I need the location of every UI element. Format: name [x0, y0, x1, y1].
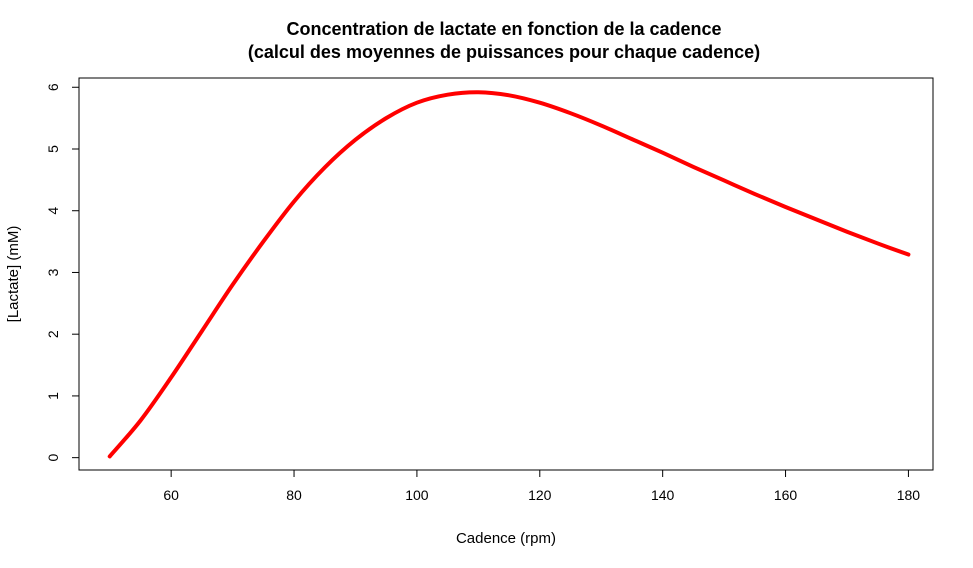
x-tick-label: 160	[774, 487, 798, 503]
x-tick-label: 180	[897, 487, 921, 503]
y-tick-label: 1	[45, 392, 61, 400]
y-tick-label: 6	[45, 83, 61, 91]
y-tick-label: 0	[45, 454, 61, 462]
x-tick-label: 80	[286, 487, 302, 503]
x-axis: 60 80 100 120 140 160 180	[163, 469, 921, 503]
plot-frame	[78, 77, 934, 471]
x-tick-label: 120	[528, 487, 552, 503]
x-tick-label: 60	[163, 487, 179, 503]
chart-title-line-2: (calcul des moyennes de puissances pour …	[248, 42, 760, 62]
series-layer	[107, 90, 911, 459]
y-axis-label: [Lactate] (mM)	[5, 226, 22, 323]
y-tick-label: 2	[45, 330, 61, 338]
lactate-series-line	[107, 90, 911, 459]
y-tick-label: 5	[45, 145, 61, 153]
x-tick-label: 100	[405, 487, 429, 503]
y-axis: 0 1 2 3 4 5 6	[45, 83, 80, 462]
x-tick-label: 140	[651, 487, 675, 503]
y-tick-label: 4	[45, 207, 61, 215]
x-axis-label: Cadence (rpm)	[456, 530, 556, 547]
y-tick-label: 3	[45, 268, 61, 276]
chart-title-line-1: Concentration de lactate en fonction de …	[286, 19, 721, 39]
